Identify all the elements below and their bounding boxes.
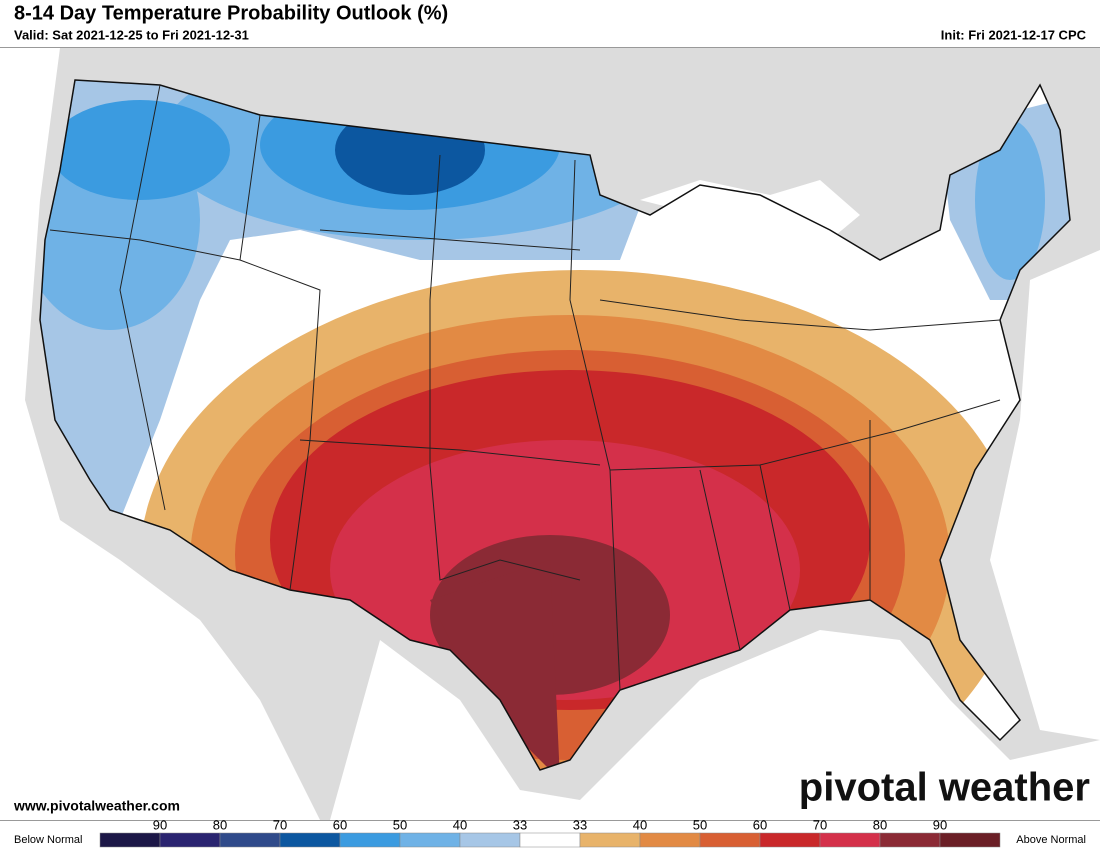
legend-tick-label: 60 <box>753 817 767 832</box>
legend-swatch <box>759 832 821 848</box>
legend-swatch <box>579 832 641 848</box>
legend-swatch <box>339 832 401 848</box>
legend-tick-label: 70 <box>813 817 827 832</box>
legend-tick-label: 80 <box>873 817 887 832</box>
website: www.pivotalweather.com <box>13 798 180 814</box>
gulf <box>330 630 1100 820</box>
init-time: Init: Fri 2021-12-17 CPC <box>941 27 1087 42</box>
legend-tick-label: 60 <box>333 817 347 832</box>
legend-swatch <box>159 832 221 848</box>
map <box>0 47 1100 821</box>
brand-logo: pivotal weather <box>799 766 1090 810</box>
legend: Below Normal Above Normal 90 80 70 60 50 40 33… <box>14 817 1086 848</box>
legend-swatch <box>99 832 161 848</box>
legend-swatch <box>819 832 881 848</box>
legend-swatch <box>699 832 761 848</box>
legend-tick-label: 80 <box>213 817 227 832</box>
legend-tick-label: 33 <box>573 817 587 832</box>
pacific <box>0 48 320 820</box>
atlantic <box>990 250 1100 740</box>
legend-swatch <box>219 832 281 848</box>
us-border <box>39 79 1071 771</box>
legend-swatch <box>459 832 521 848</box>
legend-tick-label: 50 <box>393 817 407 832</box>
legend-swatch <box>939 832 1001 848</box>
legend-swatch <box>879 832 941 848</box>
legend-swatch <box>519 832 581 848</box>
legend-tick-label: 40 <box>453 817 467 832</box>
legend-tick-label: 50 <box>693 817 707 832</box>
state-lines <box>49 84 1001 691</box>
legend-tick-label: 70 <box>273 817 287 832</box>
legend-tick-label: 40 <box>633 817 647 832</box>
title: 8-14 Day Temperature Probability Outlook… <box>14 2 448 24</box>
legend-tick-label: 33 <box>513 817 527 832</box>
legend-tick-label: 90 <box>933 817 947 832</box>
legend-swatch <box>399 832 461 848</box>
legend-swatch <box>639 832 701 848</box>
legend-above-label: Above Normal <box>1016 834 1086 846</box>
legend-tick-label: 90 <box>153 817 167 832</box>
legend-below-label: Below Normal <box>14 834 82 846</box>
legend-swatch <box>279 832 341 848</box>
valid-time: Valid: Sat 2021-12-25 to Fri 2021-12-31 <box>14 27 249 42</box>
